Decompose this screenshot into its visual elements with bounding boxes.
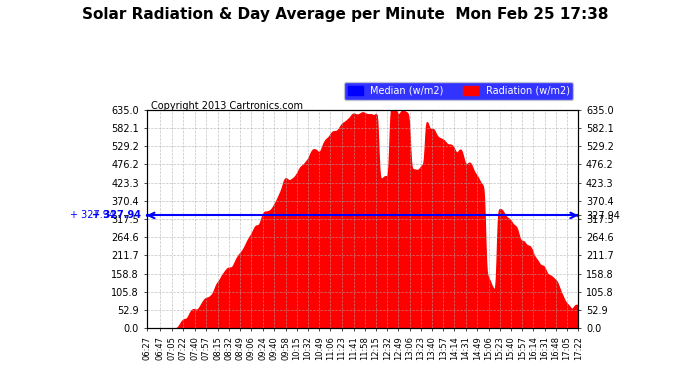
Text: Solar Radiation & Day Average per Minute  Mon Feb 25 17:38: Solar Radiation & Day Average per Minute… bbox=[81, 8, 609, 22]
Text: + 327.94: + 327.94 bbox=[70, 210, 115, 220]
Text: Copyright 2013 Cartronics.com: Copyright 2013 Cartronics.com bbox=[151, 101, 303, 111]
Text: + 327.94: + 327.94 bbox=[92, 210, 141, 220]
Legend: Median (w/m2), Radiation (w/m2): Median (w/m2), Radiation (w/m2) bbox=[344, 82, 573, 99]
